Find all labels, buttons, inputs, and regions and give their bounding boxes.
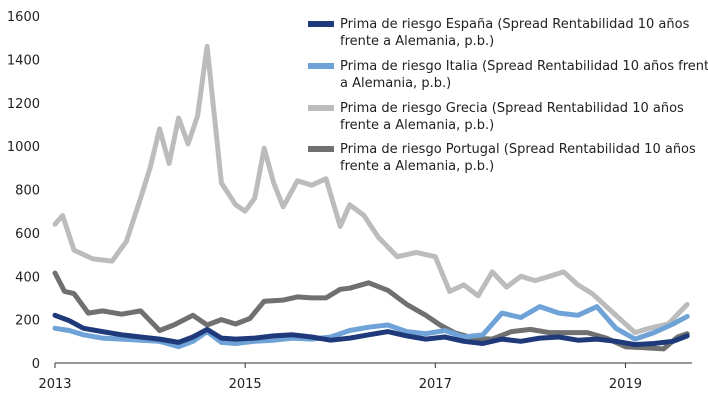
- y-tick-label: 1400: [7, 53, 40, 68]
- legend: Prima de riesgo España (Spread Rentabili…: [308, 17, 708, 174]
- y-tick-label: 1600: [7, 10, 40, 25]
- legend-entry-italia: Prima de riesgo Italia (Spread Rentabili…: [340, 59, 708, 91]
- y-tick-label: 800: [15, 184, 40, 199]
- legend-entry-grecia: Prima de riesgo Grecia (Spread Rentabili…: [340, 101, 684, 133]
- x-tick-label: 2019: [609, 377, 642, 392]
- y-tick-label: 400: [15, 270, 40, 285]
- x-tick-label: 2015: [229, 377, 262, 392]
- y-tick-label: 200: [15, 314, 40, 329]
- x-axis-ticks: 2013 2015 2017 2019: [38, 363, 642, 392]
- x-tick-label: 2013: [38, 377, 71, 392]
- y-axis-ticks: 0 200 400 600 800 1000 1200 1400 1600: [7, 10, 40, 372]
- series-line-portugal: [52, 270, 690, 352]
- legend-entry-espana: Prima de riesgo España (Spread Rentabili…: [340, 17, 690, 49]
- y-tick-label: 1200: [7, 97, 40, 112]
- y-tick-label: 0: [32, 357, 40, 372]
- x-tick-label: 2017: [419, 377, 452, 392]
- y-tick-label: 600: [15, 227, 40, 242]
- series-line-grecia: [52, 43, 690, 336]
- series-line-espana: [52, 312, 690, 348]
- y-tick-label: 1000: [7, 140, 40, 155]
- legend-entry-portugal: Prima de riesgo Portugal (Spread Rentabi…: [340, 142, 696, 174]
- series-lines: [52, 43, 690, 352]
